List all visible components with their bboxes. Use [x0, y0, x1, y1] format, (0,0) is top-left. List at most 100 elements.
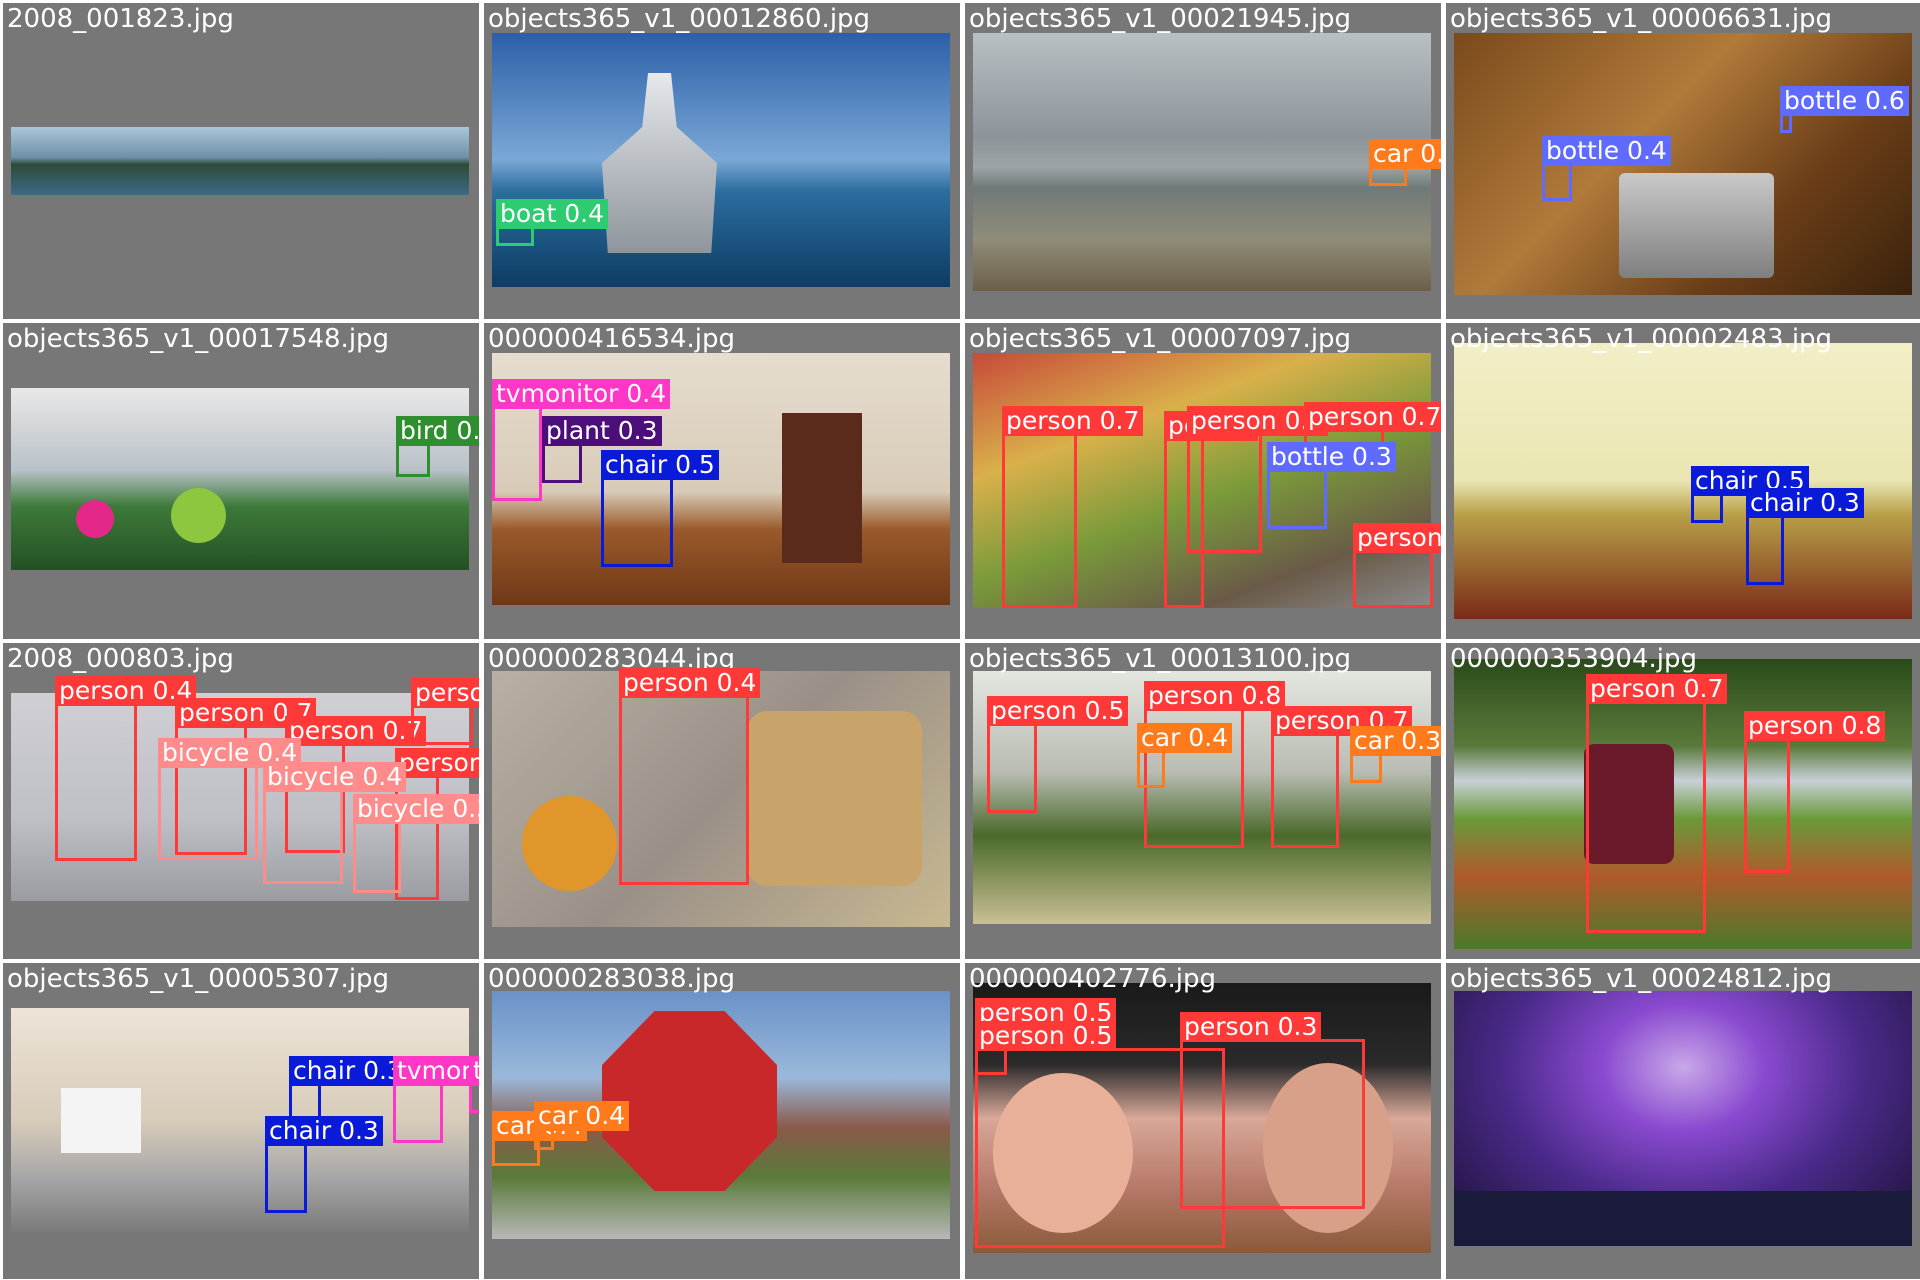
grid-cell[interactable]: car 0.4 car 0.4 000000283038.jpg [484, 963, 960, 1279]
detection-box-boat[interactable]: boat 0.4 [496, 199, 608, 246]
detection-label: bottle 0.4 [1542, 136, 1671, 166]
grid-cell[interactable]: chair 0.5 chair 0.3 objects365_v1_000024… [1446, 323, 1920, 639]
stage-shape [1454, 1191, 1912, 1246]
detection-box-tvmonitor[interactable]: tvmonitor 0.7 [469, 1056, 479, 1113]
detection-label: person 0.3 [1180, 1012, 1322, 1042]
grid-cell[interactable]: person 0.7 person 0.8 000000353904.jpg [1446, 643, 1920, 959]
detection-box-bicycle[interactable]: bicycle 0.4 [158, 738, 302, 860]
detection-box-car[interactable]: car 0.5 [1369, 139, 1441, 186]
detection-box-chair[interactable]: chair 0.5 [1691, 466, 1809, 523]
detection-box-plant[interactable]: plant 0.3 [542, 416, 662, 483]
detection-box-bicycle[interactable]: bicycle 0.4 [263, 762, 407, 884]
detection-box-person[interactable]: person 0.5 [975, 1021, 1225, 1248]
grid-cell[interactable]: person 0.5 person 0.8 person 0.7 car 0.4… [965, 643, 1441, 959]
detection-box-bottle[interactable]: bottle 0.6 [1780, 86, 1909, 133]
detection-box-tvmonitor[interactable]: tvmonitor 0.4 [492, 379, 671, 501]
detection-label: bottle 0.3 [1267, 442, 1396, 472]
grid-cell[interactable]: bird 0.3 objects365_v1_00017548.jpg [3, 323, 479, 639]
image-filename: objects365_v1_00021945.jpg [969, 4, 1352, 34]
detection-label: plant 0.3 [542, 416, 662, 446]
photo [11, 1008, 469, 1232]
detection-label: person 0.4 [55, 676, 197, 706]
detection-box-car[interactable]: car 0.3 [1350, 726, 1441, 783]
detection-label: boat 0.4 [496, 199, 608, 229]
photo [11, 127, 469, 195]
detection-box-bird[interactable]: bird 0.3 [396, 416, 479, 477]
detection-label: person 0.5 [975, 1021, 1117, 1051]
detection-box-person[interactable]: person 0.8 [1144, 681, 1286, 848]
detection-box-person[interactable]: person 0.3 [411, 678, 479, 745]
detection-label: person 0.7 [285, 716, 427, 746]
image-filename: 000000283044.jpg [488, 644, 735, 674]
detection-box-person[interactable]: person 0.7 [285, 716, 427, 853]
photo [1454, 33, 1912, 295]
grid-cell[interactable]: person 0.4 person 0.7 person 0.7 person … [3, 643, 479, 959]
grid-cell[interactable]: bottle 0.6 bottle 0.4 objects365_v1_0000… [1446, 3, 1920, 319]
detection-label: chair 0.3 [1746, 488, 1864, 518]
detection-box-person[interactable]: person 0.8 [1744, 711, 1886, 873]
detection-box-person[interactable]: person 0.7 [395, 748, 479, 900]
detection-label: person 0.7 [1304, 402, 1441, 432]
image-filename: objects365_v1_00007097.jpg [969, 324, 1352, 354]
detection-box-person[interactable]: person 0.5 [987, 696, 1129, 813]
grid-cell[interactable]: person 0.4 000000283044.jpg [484, 643, 960, 959]
image-filename: objects365_v1_00017548.jpg [7, 324, 390, 354]
grid-cell[interactable]: tvmonitor 0.4 plant 0.3 chair 0.5 000000… [484, 323, 960, 639]
photo [492, 33, 950, 287]
detection-label: tvmonitor 0.7 [469, 1056, 479, 1086]
detection-box-chair[interactable]: chair 0.3 [1746, 488, 1864, 585]
detection-box-car[interactable]: car 0.4 [1137, 723, 1233, 788]
photo [1454, 991, 1912, 1246]
detection-box-bottle[interactable]: bottle 0.3 [1267, 442, 1396, 529]
stop-sign-shape [602, 1011, 777, 1191]
grid-cell[interactable]: person 0.7 person person 0.4 person 0.7 … [965, 323, 1441, 639]
detection-box-chair[interactable]: chair 0.3 [289, 1056, 407, 1119]
detection-box-person[interactable]: person 0.7 [1586, 674, 1728, 933]
grid-cell[interactable]: 2008_001823.jpg [3, 3, 479, 319]
detection-box-chair[interactable]: chair 0.3 [265, 1116, 383, 1213]
detection-label: car 0.5 [1369, 139, 1441, 169]
detection-label: bicycle 0.4 [263, 762, 407, 792]
detection-box-bottle[interactable]: bottle 0.4 [1542, 136, 1671, 201]
wrestler-shape [1263, 1063, 1393, 1233]
detection-label: chair 0.3 [289, 1056, 407, 1086]
monitor-shape [61, 1088, 141, 1153]
detection-label: person 0.5 [987, 696, 1129, 726]
grid-cell[interactable]: person 0.5 person 0.5 person 0.3 0000004… [965, 963, 1441, 1279]
wrestler-shape [993, 1073, 1133, 1233]
detection-label: car 0.3 [1350, 726, 1441, 756]
detection-box-car[interactable]: car 0.4 [534, 1101, 630, 1150]
detection-label: bird 0.3 [396, 416, 479, 446]
image-filename: objects365_v1_00005307.jpg [7, 964, 390, 994]
image-filename: objects365_v1_00012860.jpg [488, 4, 871, 34]
ship-shape [602, 73, 717, 253]
detection-box-person[interactable]: person 0.4 [55, 676, 197, 861]
photo [11, 388, 469, 570]
image-filename: objects365_v1_00002483.jpg [1450, 324, 1833, 354]
detection-box-person[interactable]: person 0.7 [175, 698, 317, 855]
detection-label: person 0.3 [411, 678, 479, 708]
grid-cell[interactable]: boat 0.4 objects365_v1_00012860.jpg [484, 3, 960, 319]
detection-label: person 0.5 [1353, 523, 1441, 553]
detection-box-bicycle[interactable]: bicycle 0.3 [353, 794, 479, 893]
detection-label: person 0.7 [1271, 706, 1413, 736]
detection-label: chair 0.3 [265, 1116, 383, 1146]
image-filename: 000000402776.jpg [969, 964, 1216, 994]
detection-box-chair[interactable]: chair 0.5 [601, 450, 719, 567]
detection-box-person[interactable]: person 0.4 [619, 668, 761, 885]
detection-box-tvmonitor[interactable]: tvmonitor 0.6 [393, 1056, 479, 1143]
detection-box-car[interactable]: car 0.4 [492, 1111, 588, 1166]
photo [973, 33, 1431, 291]
grid-cell[interactable]: objects365_v1_00024812.jpg [1446, 963, 1920, 1279]
image-filename: 2008_001823.jpg [7, 4, 234, 34]
detection-box-person[interactable]: person 0.5 [1353, 523, 1441, 608]
detection-box-person[interactable]: person 0.3 [1180, 1012, 1365, 1209]
grid-cell[interactable]: chair 0.3 tvmonitor 0.6 tvmonitor 0.7 ch… [3, 963, 479, 1279]
image-filename: objects365_v1_00024812.jpg [1450, 964, 1833, 994]
detection-box-person[interactable]: person 0.7 [1271, 706, 1413, 848]
lantern-shape [171, 488, 226, 543]
image-filename: 2008_000803.jpg [7, 644, 234, 674]
detection-box-person[interactable]: person 0.7 [1002, 406, 1144, 608]
detection-box-person[interactable]: person 0.4 [1187, 406, 1329, 553]
grid-cell[interactable]: car 0.5 objects365_v1_00021945.jpg [965, 3, 1441, 319]
